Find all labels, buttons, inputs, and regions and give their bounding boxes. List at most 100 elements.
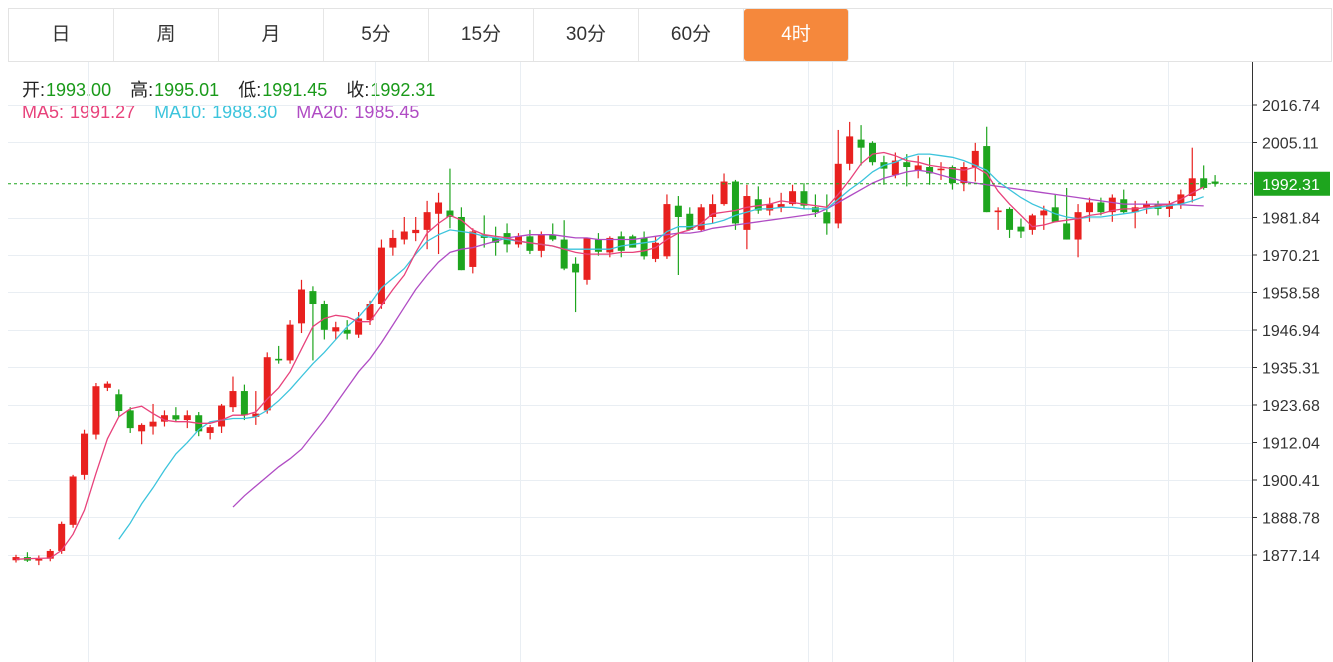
candle-body — [960, 167, 968, 184]
candle-body — [343, 329, 351, 334]
tab-30min[interactable]: 30分 — [534, 9, 639, 61]
tab-60min[interactable]: 60分 — [639, 9, 744, 61]
tab-day[interactable]: 日 — [9, 9, 114, 61]
candle-body — [58, 523, 66, 551]
ma-readout: MA5: 1991.27 MA10: 1988.30 MA20: 1985.45 — [22, 102, 433, 123]
candle-body — [537, 234, 545, 251]
candle-body — [240, 391, 248, 416]
tab-15min[interactable]: 15分 — [429, 9, 534, 61]
candle-body — [1051, 207, 1059, 222]
candle-body — [1097, 202, 1105, 213]
y-tick-label: 1912.04 — [1262, 436, 1320, 453]
close-value: 1992.31 — [370, 80, 436, 100]
candle-body — [103, 383, 111, 388]
candle-body — [1143, 204, 1151, 208]
low-value: 1991.45 — [262, 80, 328, 100]
candle-body — [789, 191, 797, 205]
candle-body — [652, 242, 660, 259]
candle-body — [229, 391, 237, 408]
last-price-tag — [1254, 171, 1330, 196]
candle-body — [92, 386, 100, 435]
open-label: 开: — [22, 80, 46, 100]
candle-body — [263, 357, 271, 411]
tab-month[interactable]: 月 — [219, 9, 324, 61]
candle-body — [594, 239, 602, 252]
candle-body — [1063, 223, 1071, 240]
y-tick-label: 2005.11 — [1262, 135, 1319, 152]
candle-body — [252, 413, 260, 417]
close-label: 收: — [346, 80, 370, 100]
candle-body — [1154, 204, 1162, 209]
candle-body — [1131, 207, 1139, 213]
candle-body — [377, 247, 385, 305]
candle-body — [583, 237, 591, 280]
candle-body — [994, 210, 1002, 213]
candle-body — [400, 231, 408, 240]
candle-body — [160, 415, 168, 422]
ma5-line — [15, 151, 1204, 560]
candle-body — [971, 150, 979, 168]
candle-body — [1085, 202, 1093, 213]
ohlc-readout: 开:1993.00 高:1995.01 低:1991.45 收:1992.31 — [22, 76, 449, 102]
candle-body — [720, 181, 728, 205]
candle-body — [640, 237, 648, 257]
candle-body — [823, 212, 831, 224]
candle-body — [298, 289, 305, 324]
tab-4hour[interactable]: 4时 — [744, 9, 849, 61]
candle-body — [926, 167, 934, 174]
tab-5min[interactable]: 5分 — [324, 9, 429, 61]
y-tick-label: 1877.14 — [1262, 548, 1320, 565]
ma20-line — [232, 169, 1204, 508]
candle-body — [514, 236, 522, 245]
candle-body — [206, 427, 214, 433]
candle-body — [674, 205, 682, 217]
candle-body — [914, 165, 922, 171]
y-tick-label: 1923.68 — [1262, 398, 1320, 415]
ma10-value: 1988.30 — [212, 102, 278, 122]
candle-body — [115, 394, 123, 412]
candle-body — [81, 433, 89, 475]
candle-body — [355, 318, 363, 335]
candle-body — [777, 204, 785, 208]
candle-body — [709, 204, 717, 217]
candle-body — [46, 550, 54, 559]
candle-body — [435, 202, 443, 214]
candle-body — [469, 231, 477, 267]
tab-week[interactable]: 周 — [114, 9, 219, 61]
candle-body — [149, 421, 157, 427]
candle-body — [857, 139, 865, 148]
candle-body — [1040, 210, 1048, 216]
ma10-label: MA10: — [154, 102, 207, 122]
timeframe-tabs: 日 周 月 5分 15分 30分 60分 4时 — [8, 8, 1332, 62]
candle-body — [526, 236, 534, 251]
candle-body — [663, 204, 671, 257]
ma20-value: 1985.45 — [354, 102, 420, 122]
candle-body — [332, 327, 340, 332]
candle-body — [1120, 199, 1128, 213]
candle-body — [126, 410, 134, 429]
candle-body — [423, 212, 431, 230]
y-tick-label: 1946.94 — [1262, 323, 1320, 340]
last-price-label: 1992.31 — [1262, 177, 1320, 194]
candle-body — [446, 210, 454, 217]
candle-body — [983, 146, 991, 213]
candle-body — [937, 168, 945, 171]
candle-body — [1074, 212, 1082, 240]
candle-body — [366, 304, 374, 321]
candle-body — [1165, 204, 1173, 209]
candle-body — [309, 291, 317, 305]
y-tick-label: 1900.41 — [1262, 473, 1320, 490]
candle-body — [503, 233, 511, 245]
candle-body — [275, 358, 283, 361]
candle-body — [1108, 197, 1116, 213]
candle-body — [549, 234, 557, 240]
candle-body — [800, 191, 808, 206]
ma10-line — [118, 153, 1204, 540]
candle-body — [846, 136, 854, 164]
candle-body — [412, 229, 420, 234]
y-tick-label: 1981.84 — [1262, 211, 1320, 228]
candle-body — [869, 142, 876, 163]
candle-body — [1211, 181, 1219, 184]
candle-body — [286, 324, 294, 361]
